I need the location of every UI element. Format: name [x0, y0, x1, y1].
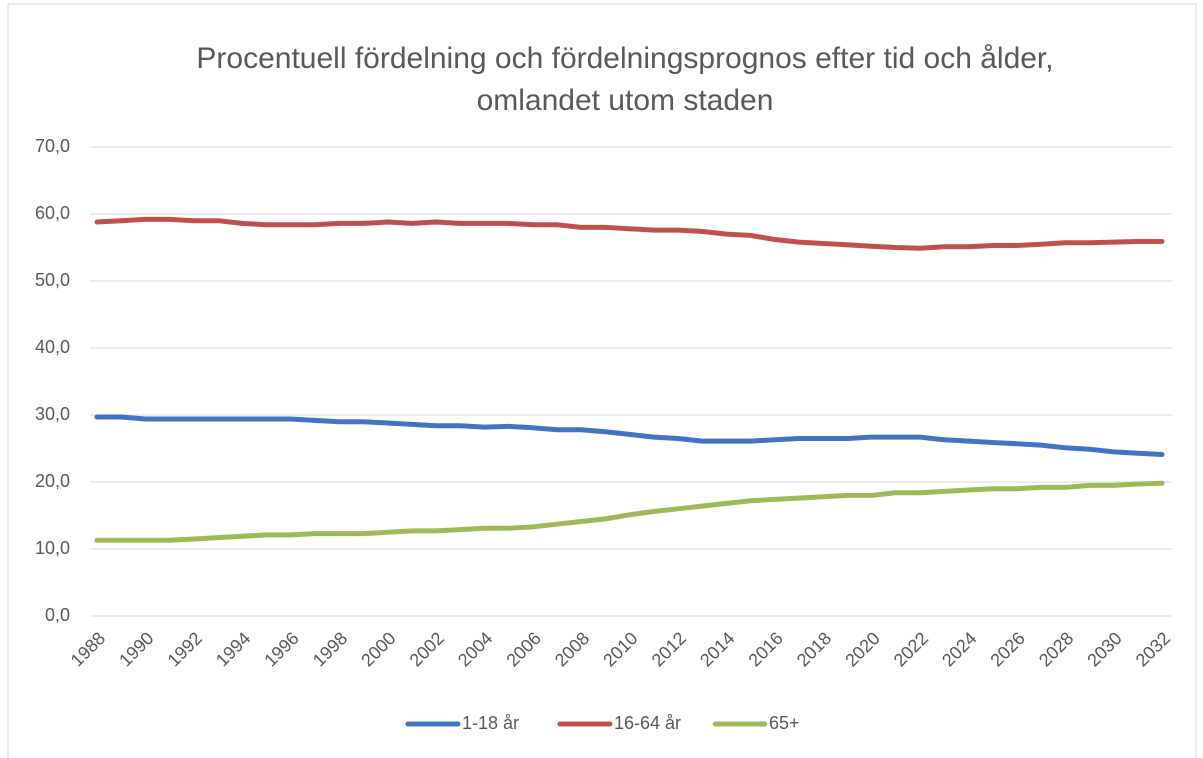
y-tick-label: 10,0 — [35, 538, 70, 558]
x-tick-label: 2030 — [1083, 628, 1125, 670]
series-line — [94, 216, 1165, 251]
series-line — [94, 480, 1165, 543]
x-tick-label: 1996 — [260, 628, 302, 670]
legend-label: 65+ — [769, 713, 800, 733]
y-tick-label: 30,0 — [35, 404, 70, 424]
x-tick-label: 2010 — [599, 628, 641, 670]
x-tick-label: 2022 — [890, 628, 932, 670]
x-tick-label: 2006 — [502, 628, 544, 670]
x-tick-label: 1994 — [212, 628, 254, 670]
x-tick-label: 2026 — [987, 628, 1029, 670]
x-tick-label: 1998 — [309, 628, 351, 670]
x-tick-label: 2024 — [938, 628, 980, 670]
chart-title: Procentuell fördelning och fördelningspr… — [196, 42, 1054, 117]
x-tick-label: 2020 — [841, 628, 883, 670]
legend-label: 16-64 år — [614, 713, 681, 733]
x-tick-label: 1988 — [67, 628, 109, 670]
x-tick-label: 2018 — [793, 628, 835, 670]
x-tick-label: 2000 — [357, 628, 399, 670]
chart-border — [7, 3, 1197, 758]
x-tick-label: 2016 — [744, 628, 786, 670]
x-tick-label: 1992 — [164, 628, 206, 670]
y-tick-label: 60,0 — [35, 203, 70, 223]
x-tick-label: 2014 — [696, 628, 738, 670]
y-tick-label: 70,0 — [35, 136, 70, 156]
x-tick-label: 2032 — [1132, 628, 1174, 670]
x-tick-label: 2002 — [406, 628, 448, 670]
y-tick-label: 0,0 — [45, 605, 70, 625]
x-tick-label: 2004 — [454, 628, 496, 670]
x-tick-label: 2008 — [551, 628, 593, 670]
y-tick-label: 50,0 — [35, 270, 70, 290]
y-tick-label: 20,0 — [35, 471, 70, 491]
y-tick-label: 40,0 — [35, 337, 70, 357]
legend-label: 1-18 år — [462, 713, 519, 733]
series-line — [94, 414, 1165, 457]
x-tick-label: 1990 — [115, 628, 157, 670]
x-tick-label: 2028 — [1035, 628, 1077, 670]
x-tick-label: 2012 — [648, 628, 690, 670]
